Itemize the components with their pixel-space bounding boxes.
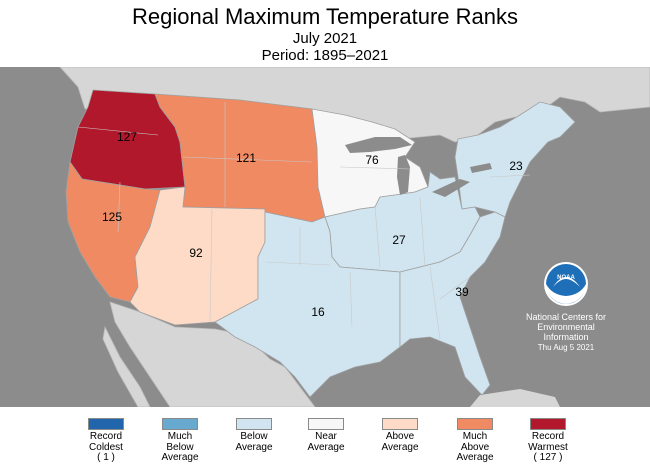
state-line bbox=[374, 206, 381, 268]
legend-item-near: Near Average bbox=[286, 418, 366, 453]
noaa-logo-wave bbox=[546, 284, 586, 304]
legend-swatch bbox=[530, 418, 566, 430]
rank-northeast: 23 bbox=[509, 159, 523, 173]
noaa-logo-bird bbox=[553, 277, 580, 287]
state-line bbox=[209, 208, 213, 323]
rank-northwest: 127 bbox=[117, 130, 137, 144]
legend-swatch bbox=[162, 418, 198, 430]
state-line bbox=[117, 181, 121, 233]
us-map: 127 121 76 23 125 92 27 16 39 NOAA Natio… bbox=[0, 66, 650, 408]
credit-line-2: Environmental bbox=[537, 322, 595, 332]
legend-label: Above Average bbox=[381, 431, 419, 453]
legend-label: Near Average bbox=[307, 431, 345, 453]
legend-item-record-coldest: Record Coldest ( 1 ) bbox=[66, 418, 146, 464]
ncei-credit: National Centers for Environmental Infor… bbox=[526, 312, 606, 352]
legend-item-above: Above Average bbox=[360, 418, 440, 453]
legend-label: Record Warmest ( 127 ) bbox=[528, 431, 568, 463]
credit-date: Thu Aug 5 2021 bbox=[538, 343, 595, 352]
state-lines bbox=[77, 102, 531, 340]
lake-superior bbox=[345, 137, 412, 153]
region-southeast[interactable] bbox=[399, 211, 506, 396]
legend-swatch bbox=[457, 418, 493, 430]
lake-ontario bbox=[470, 163, 492, 173]
legend-swatch bbox=[88, 418, 124, 430]
rank-upper-midwest: 76 bbox=[365, 153, 379, 167]
state-line bbox=[349, 271, 353, 328]
legend: Record Coldest ( 1 ) Much Below Average … bbox=[0, 418, 650, 475]
map-month: July 2021 bbox=[292, 30, 358, 47]
legend-label: Below Average bbox=[235, 431, 273, 453]
rank-southwest: 92 bbox=[189, 246, 203, 260]
lake-huron bbox=[420, 149, 445, 175]
legend-swatch bbox=[308, 418, 344, 430]
state-line bbox=[182, 156, 313, 163]
great-lakes bbox=[345, 137, 492, 197]
state-line bbox=[419, 196, 426, 268]
state-line bbox=[489, 174, 531, 178]
state-line bbox=[77, 126, 159, 136]
credit-line-3: Information bbox=[543, 332, 588, 342]
rank-northern-rockies-plains: 121 bbox=[236, 151, 256, 165]
cuba-land bbox=[470, 389, 560, 407]
rank-labels: 127 121 76 23 125 92 27 16 39 bbox=[102, 130, 523, 319]
legend-item-below: Below Average bbox=[214, 418, 294, 453]
map-period: Period: 1895–2021 bbox=[261, 47, 389, 64]
lake-erie bbox=[432, 179, 470, 197]
legend-swatch bbox=[236, 418, 272, 430]
rank-southeast: 39 bbox=[455, 285, 469, 299]
legend-item-much-above: Much Above Average bbox=[435, 418, 515, 464]
legend-swatch bbox=[382, 418, 418, 430]
map-title: Regional Maximum Temperature Ranks bbox=[132, 4, 518, 29]
credit-line-1: National Centers for bbox=[526, 312, 606, 322]
rank-south: 16 bbox=[311, 305, 325, 319]
noaa-logo-text: NOAA bbox=[557, 275, 575, 281]
legend-label: Much Below Average bbox=[161, 431, 199, 463]
state-line bbox=[439, 276, 471, 300]
state-line bbox=[429, 266, 441, 340]
legend-item-record-warmest: Record Warmest ( 127 ) bbox=[508, 418, 588, 464]
state-line bbox=[339, 166, 411, 170]
title-block: Regional Maximum Temperature Ranks July … bbox=[0, 4, 650, 64]
mexico-land bbox=[109, 301, 316, 408]
legend-label: Record Coldest ( 1 ) bbox=[89, 431, 123, 463]
state-line bbox=[264, 261, 331, 266]
legend-item-much-below: Much Below Average bbox=[140, 418, 220, 464]
lake-michigan bbox=[397, 155, 410, 195]
map-panel: 127 121 76 23 125 92 27 16 39 NOAA Natio… bbox=[0, 66, 650, 408]
noaa-logo: NOAA bbox=[544, 262, 588, 306]
region-group bbox=[65, 89, 576, 398]
region-south[interactable] bbox=[214, 211, 401, 398]
rank-ohio-valley: 27 bbox=[392, 233, 406, 247]
rank-west: 125 bbox=[102, 210, 122, 224]
legend-label: Much Above Average bbox=[456, 431, 494, 463]
